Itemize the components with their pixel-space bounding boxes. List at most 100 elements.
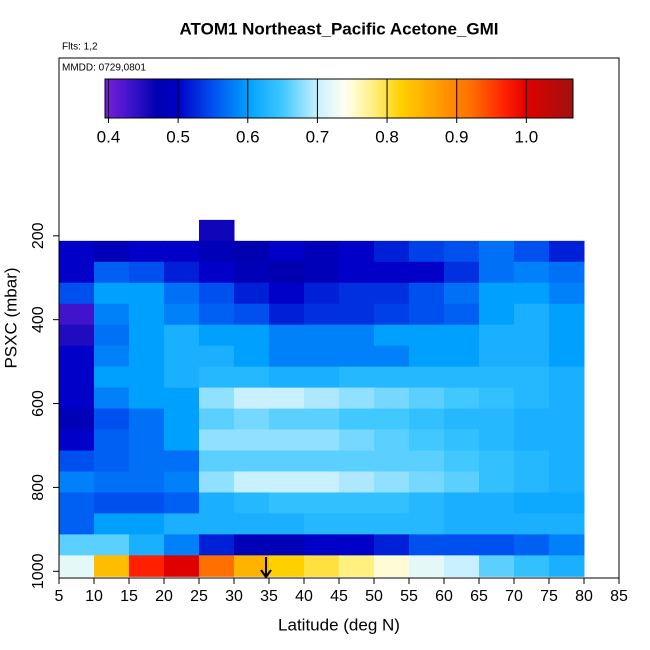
heatmap-cell bbox=[409, 408, 445, 431]
heatmap-cell bbox=[514, 282, 550, 305]
heatmap-cell bbox=[199, 345, 235, 368]
heatmap-cell bbox=[269, 282, 305, 305]
heatmap-cell bbox=[374, 492, 410, 514]
heatmap-cell bbox=[444, 408, 480, 431]
heatmap-cell bbox=[234, 387, 270, 410]
heatmap-cell bbox=[234, 555, 270, 577]
heatmap-cell bbox=[514, 366, 550, 389]
heatmap-cell bbox=[94, 408, 130, 431]
heatmap-cell bbox=[164, 345, 200, 368]
chart-title: ATOM1 Northeast_Pacific Acetone_GMI bbox=[180, 19, 499, 38]
heatmap-cell bbox=[514, 387, 550, 410]
heatmap-cell bbox=[549, 240, 585, 263]
heatmap-cell bbox=[514, 408, 550, 431]
heatmap-cell bbox=[59, 408, 95, 431]
heatmap-cell bbox=[304, 408, 340, 431]
heatmap-cell bbox=[549, 534, 585, 556]
heatmap-cell bbox=[234, 450, 270, 472]
overlay: 5 10 15 20 25 30 35 40 45 50 55 60 65 70 75 80 85 200 400 6… bbox=[30, 222, 628, 605]
heatmap-cell bbox=[304, 366, 340, 389]
heatmap-cell bbox=[59, 429, 95, 452]
x-tick-label: 30 bbox=[225, 588, 243, 605]
heatmap-cell bbox=[199, 471, 235, 493]
colorbar-tick-label: 0.5 bbox=[166, 127, 190, 146]
heatmap-cell bbox=[549, 345, 585, 368]
heatmap-cell bbox=[234, 513, 270, 535]
heatmap-cell bbox=[199, 534, 235, 556]
heatmap-cell bbox=[59, 324, 95, 347]
heatmap-cell bbox=[269, 471, 305, 493]
heatmap-cell bbox=[304, 303, 340, 326]
heatmap-cell bbox=[409, 555, 445, 577]
heatmap-cell bbox=[129, 450, 165, 472]
heatmap-cell bbox=[444, 429, 480, 452]
heatmap-cell bbox=[479, 261, 515, 284]
heatmap-cell bbox=[374, 240, 410, 263]
heatmap-cell bbox=[304, 240, 340, 263]
heatmap-cell bbox=[514, 261, 550, 284]
heatmap-cell bbox=[479, 492, 515, 514]
heatmap-cell bbox=[199, 303, 235, 326]
heatmap-cell bbox=[129, 513, 165, 535]
heatmap-cell bbox=[269, 408, 305, 431]
heatmap-cell bbox=[479, 324, 515, 347]
heatmap-cell bbox=[374, 366, 410, 389]
heatmap-cell bbox=[129, 261, 165, 284]
heatmap-cell bbox=[549, 513, 585, 535]
heatmap-cell bbox=[164, 282, 200, 305]
heatmap-cell bbox=[514, 555, 550, 577]
heatmap-cell bbox=[304, 534, 340, 556]
heatmap-cell bbox=[94, 534, 130, 556]
heatmap-cell bbox=[374, 282, 410, 305]
heatmap-cell bbox=[444, 450, 480, 472]
heatmap-cell bbox=[339, 555, 375, 577]
heatmap-cell bbox=[269, 450, 305, 472]
heatmap-cell bbox=[549, 261, 585, 284]
heatmap-cell bbox=[164, 429, 200, 452]
heatmap-cell bbox=[129, 555, 165, 577]
heatmap-cell bbox=[374, 303, 410, 326]
y-tick-label: 200 bbox=[30, 222, 47, 249]
heatmap-cell bbox=[444, 513, 480, 535]
x-tick-label: 25 bbox=[190, 588, 208, 605]
heatmap-cell bbox=[374, 408, 410, 431]
heatmap-cell bbox=[269, 366, 305, 389]
heatmap-cell bbox=[444, 534, 480, 556]
heatmap-cell bbox=[479, 366, 515, 389]
heatmap-cell bbox=[304, 345, 340, 368]
heatmap-cell bbox=[59, 555, 95, 577]
heatmap-cell bbox=[444, 324, 480, 347]
heatmap-cell bbox=[444, 303, 480, 326]
heatmap-cell bbox=[444, 555, 480, 577]
heatmap-cell bbox=[514, 324, 550, 347]
heatmap-cell bbox=[59, 282, 95, 305]
heatmap-cell bbox=[269, 240, 305, 263]
heatmap-cell bbox=[234, 408, 270, 431]
heatmap-cell bbox=[234, 261, 270, 284]
y-tick-label: 1000 bbox=[30, 553, 47, 589]
heatmap-cell bbox=[374, 387, 410, 410]
heatmap-cell bbox=[94, 366, 130, 389]
x-tick-label: 70 bbox=[505, 588, 523, 605]
heatmap-cell bbox=[234, 240, 270, 263]
heatmap-cell bbox=[409, 450, 445, 472]
heatmap-cell bbox=[94, 303, 130, 326]
heatmap-cell bbox=[549, 492, 585, 514]
heatmap-cell bbox=[374, 345, 410, 368]
heatmap-cell bbox=[409, 429, 445, 452]
heatmap-cell bbox=[94, 345, 130, 368]
heatmap-cell bbox=[129, 387, 165, 410]
heatmap-cell bbox=[549, 366, 585, 389]
heatmap-cell bbox=[549, 450, 585, 472]
heatmap-cell bbox=[549, 555, 585, 577]
heatmap-cell bbox=[269, 387, 305, 410]
heatmap-cell bbox=[269, 261, 305, 284]
heatmap-cell bbox=[339, 534, 375, 556]
heatmap-cell bbox=[304, 282, 340, 305]
heatmap-cell bbox=[269, 555, 305, 577]
heatmap-cell bbox=[444, 240, 480, 263]
heatmap-cell bbox=[409, 345, 445, 368]
heatmap-cell bbox=[304, 513, 340, 535]
heatmap-cell bbox=[479, 282, 515, 305]
